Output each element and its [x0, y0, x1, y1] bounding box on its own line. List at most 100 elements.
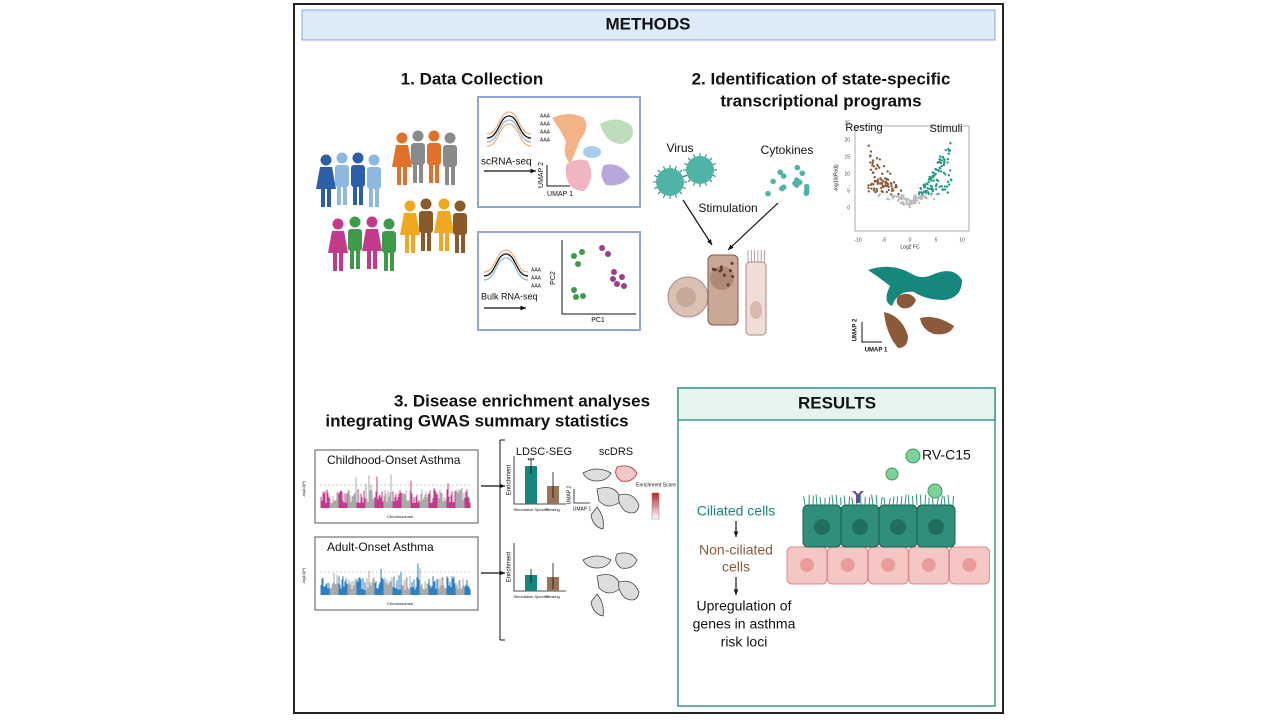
virus-label: RV-C15	[922, 447, 971, 463]
transcript-label: AAA	[540, 113, 551, 119]
method-label: scDRS	[599, 446, 633, 458]
volcano-point	[926, 186, 929, 190]
person-icon	[333, 251, 337, 271]
volcano-point	[923, 190, 926, 193]
person-icon	[327, 187, 331, 207]
volcano-point	[885, 181, 889, 185]
cilium	[819, 496, 822, 506]
bar-category: Resting	[546, 507, 560, 512]
cilium	[848, 496, 851, 506]
transcript-label: AAA	[531, 275, 542, 281]
volcano-point	[872, 171, 875, 175]
volcano-point	[900, 197, 904, 201]
person-icon	[419, 211, 433, 233]
tick-label: 0	[847, 205, 850, 211]
section-title: transcriptional programs	[720, 91, 921, 110]
volcano-point	[867, 190, 870, 193]
virus-particle	[927, 483, 943, 499]
cilium	[883, 497, 886, 506]
person-icon	[348, 229, 362, 251]
volcano-point	[893, 194, 896, 198]
cytokine	[803, 190, 810, 197]
transcript-label: AAA	[540, 129, 551, 135]
cilium	[900, 495, 903, 506]
volcano-point	[877, 194, 881, 198]
volcano-point	[943, 185, 947, 188]
volcano-point	[917, 192, 921, 196]
volcano-point	[869, 161, 872, 164]
arrow-head	[707, 239, 712, 245]
volcano-point	[919, 186, 922, 190]
volcano-point	[899, 201, 903, 205]
axis-label: Enrichment	[507, 552, 513, 583]
person-icon	[368, 154, 380, 166]
person-icon	[419, 163, 423, 183]
nucleus	[852, 519, 868, 535]
volcano-point	[876, 163, 879, 167]
person-icon	[445, 165, 449, 185]
cytokine	[770, 178, 776, 185]
tick-label: 5	[847, 188, 850, 194]
volcano-point	[892, 181, 896, 184]
person-icon	[359, 185, 363, 205]
volcano-point	[900, 194, 903, 197]
arrow-head	[499, 483, 505, 489]
person-icon	[427, 231, 431, 251]
volcano-point	[869, 150, 873, 153]
methods-header	[301, 9, 996, 41]
axis-label: UMAP 2	[566, 486, 572, 505]
cilium	[947, 494, 950, 506]
volcano-point	[872, 183, 875, 186]
volcano-point	[943, 160, 946, 163]
volcano-point	[885, 190, 889, 194]
volcano-point	[875, 188, 879, 191]
volcano-point	[941, 188, 944, 192]
pca-point	[619, 274, 625, 280]
umap-cluster	[590, 593, 604, 617]
volcano-point	[946, 191, 950, 194]
bulk-panel	[477, 231, 641, 331]
cilium	[940, 495, 943, 506]
volcano-point	[930, 187, 933, 191]
volcano-point	[876, 178, 880, 181]
person-icon	[316, 167, 336, 189]
arrow-head	[530, 168, 536, 174]
volcano-point	[925, 189, 928, 192]
volcano-point	[934, 172, 937, 176]
volcano-point	[909, 202, 912, 206]
cilium	[880, 496, 883, 506]
volcano-point	[891, 187, 894, 190]
tick-label: 5	[935, 237, 938, 243]
axis-label: Log2 FC	[900, 244, 920, 250]
volcano-point	[896, 199, 900, 202]
person-icon	[400, 213, 420, 235]
volcano-label: Resting	[845, 122, 882, 134]
person-icon	[343, 185, 347, 205]
nucleus	[881, 558, 896, 572]
cilium	[907, 495, 910, 506]
volcano-point	[928, 187, 931, 191]
person-icon	[461, 233, 465, 253]
nucleus	[840, 558, 855, 572]
volcano-point	[874, 167, 878, 170]
cilium	[871, 494, 874, 506]
cilium	[851, 497, 854, 506]
umap-cluster	[618, 580, 640, 601]
person-icon	[438, 198, 450, 210]
volcano-point	[894, 183, 898, 187]
umap-cluster	[583, 146, 601, 158]
axis-label: -log10(P)	[301, 480, 306, 497]
method-label: scRNA-seq	[481, 157, 532, 168]
virus-particle	[905, 448, 921, 464]
cilium	[904, 494, 907, 506]
section-title: 3. Disease enrichment analyses	[394, 391, 650, 410]
cilium	[892, 496, 895, 506]
cilium	[919, 494, 922, 506]
volcano-point	[944, 148, 948, 152]
person-icon	[420, 198, 432, 210]
bar-category: Stimulation Specific	[514, 594, 549, 599]
volcano-point	[935, 193, 938, 196]
method-label: LDSC-SEG	[516, 446, 572, 458]
person-icon	[453, 213, 467, 235]
person-icon	[369, 187, 373, 207]
